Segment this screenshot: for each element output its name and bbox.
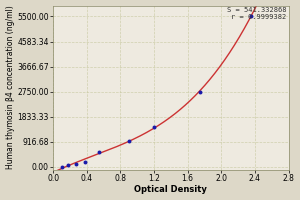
Point	[97, 150, 102, 153]
Point	[59, 165, 64, 168]
Point	[248, 15, 253, 18]
Y-axis label: Human thymosin β4 concentration (ng/ml): Human thymosin β4 concentration (ng/ml)	[6, 6, 15, 169]
Point	[198, 90, 203, 93]
Point	[152, 126, 156, 129]
Point	[126, 139, 131, 142]
X-axis label: Optical Density: Optical Density	[134, 185, 207, 194]
Point	[74, 162, 78, 166]
Text: S = 541.332868
r = 0.9999382: S = 541.332868 r = 0.9999382	[227, 7, 286, 20]
Point	[83, 160, 88, 163]
Point	[66, 164, 71, 167]
